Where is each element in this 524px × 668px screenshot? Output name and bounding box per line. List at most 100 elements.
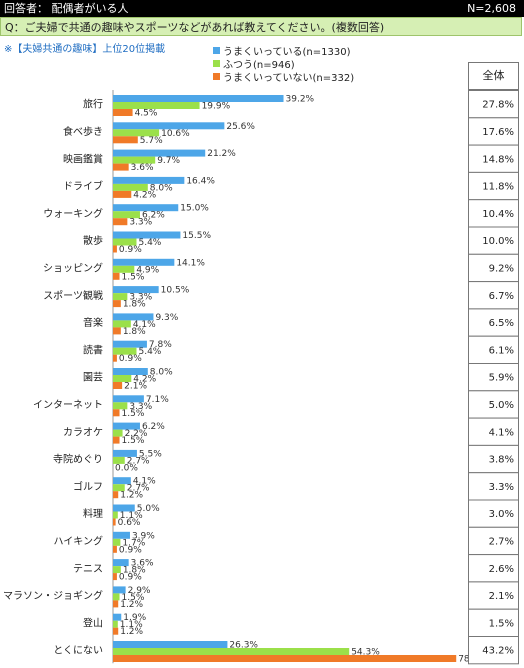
data-label: 3.9% — [132, 531, 155, 541]
total-value: 17.6% — [482, 127, 514, 138]
total-value: 14.8% — [482, 154, 514, 165]
category-label: 映画鑑賞 — [63, 152, 103, 165]
header-bar: 回答者： 配偶者がいる人 N=2,608 — [0, 0, 524, 17]
sample-size: N=2,608 — [467, 2, 516, 15]
bar-bad — [113, 436, 120, 444]
category-label: 園芸 — [83, 371, 103, 384]
category-label: 登山 — [83, 616, 103, 629]
data-label: 19.9% — [202, 102, 231, 112]
total-value: 2.1% — [489, 591, 514, 602]
bar-bad — [113, 190, 132, 198]
bar-bad — [113, 627, 119, 635]
bar-good — [113, 286, 159, 294]
bar-normal — [113, 102, 200, 109]
bar-normal — [113, 538, 121, 546]
data-label: 54.3% — [351, 648, 380, 658]
data-label: 2.2% — [125, 429, 148, 439]
data-label: 3.6% — [131, 559, 154, 569]
data-label: 4.2% — [133, 190, 156, 200]
data-label: 9.7% — [157, 156, 180, 166]
data-label: 0.9% — [119, 545, 142, 555]
bar-bad — [113, 409, 120, 417]
data-label: 0.9% — [119, 354, 142, 364]
data-label: 1.5% — [122, 593, 145, 603]
data-label: 0.9% — [119, 573, 142, 583]
total-cell — [468, 171, 519, 201]
data-label: 1.2% — [120, 491, 143, 501]
data-label: 1.2% — [120, 600, 143, 610]
total-value: 5.0% — [489, 400, 514, 411]
bar-normal — [113, 293, 128, 301]
bar-good — [113, 613, 122, 621]
category-label: 読書 — [83, 343, 103, 356]
bar-bad — [113, 300, 121, 308]
total-value: 6.1% — [489, 345, 514, 356]
data-label: 1.8% — [123, 300, 146, 310]
category-label: インターネット — [33, 399, 103, 411]
category-label: ショッピング — [43, 261, 103, 274]
data-label: 0.6% — [118, 518, 141, 528]
data-label: 4.9% — [136, 265, 159, 275]
bar-bad — [113, 327, 121, 335]
data-label: 26.3% — [229, 641, 258, 651]
bar-normal — [113, 402, 128, 410]
category-label: ウォーキング — [43, 207, 103, 220]
category-label: 料理 — [83, 507, 103, 520]
note-text: ※【夫婦共通の趣味】上位20位掲載 — [4, 44, 166, 55]
bar-bad — [113, 218, 128, 226]
total-value: 5.9% — [489, 373, 514, 384]
legend-swatch-bad — [213, 73, 220, 80]
bar-good — [113, 641, 228, 648]
legend-label-good: うまくいっている(n=1330) — [223, 47, 351, 58]
bar-good — [113, 395, 144, 403]
bar-good — [113, 504, 135, 512]
respondents-label: 回答者： 配偶者がいる人 — [4, 2, 129, 15]
bar-normal — [113, 129, 160, 137]
total-value: 27.8% — [482, 100, 514, 111]
bar-good — [113, 95, 284, 102]
data-label: 7.8% — [149, 340, 172, 350]
data-label: 2.1% — [124, 382, 147, 392]
category-label: スポーツ観戦 — [43, 289, 103, 302]
total-cell — [468, 390, 519, 419]
total-cell — [468, 363, 519, 392]
bar-good — [113, 258, 175, 266]
bar-good — [113, 340, 147, 348]
total-value: 11.8% — [482, 182, 514, 193]
data-label: 5.5% — [139, 449, 162, 459]
total-cell — [468, 308, 519, 337]
total-cell — [468, 499, 519, 528]
data-label: 1.7% — [122, 538, 145, 548]
bar-normal — [113, 211, 140, 219]
data-label: 6.2% — [142, 211, 165, 221]
bar-normal — [113, 347, 137, 355]
bar-normal — [113, 484, 125, 492]
category-label: 食べ歩き — [63, 125, 103, 138]
total-value: 6.7% — [489, 291, 514, 302]
bar-normal — [113, 375, 132, 382]
total-value: 10.0% — [482, 236, 514, 247]
data-label: 4.1% — [133, 477, 156, 487]
total-value: 2.6% — [489, 564, 514, 575]
total-value: 6.5% — [489, 318, 514, 329]
bar-bad — [113, 109, 133, 116]
bar-good — [113, 449, 137, 457]
data-label: 15.5% — [182, 231, 211, 241]
data-label: 16.4% — [186, 176, 215, 186]
bar-bad — [113, 163, 129, 171]
data-label: 2.7% — [127, 456, 150, 466]
total-cell — [468, 554, 519, 583]
data-label: 8.0% — [150, 183, 173, 193]
data-label: 4.1% — [133, 320, 156, 330]
data-label: 7.1% — [146, 395, 169, 405]
legend-swatch-normal — [213, 60, 220, 67]
category-label: ドライブ — [63, 180, 103, 193]
bar-bad — [113, 136, 138, 144]
data-label: 3.3% — [129, 218, 152, 228]
bar-good — [113, 531, 130, 539]
data-label: 1.2% — [120, 627, 143, 637]
legend-item-bad: うまくいっていない(n=332) — [213, 70, 354, 84]
bar-bad — [113, 655, 457, 662]
total-column-header: 全体 — [468, 62, 519, 90]
